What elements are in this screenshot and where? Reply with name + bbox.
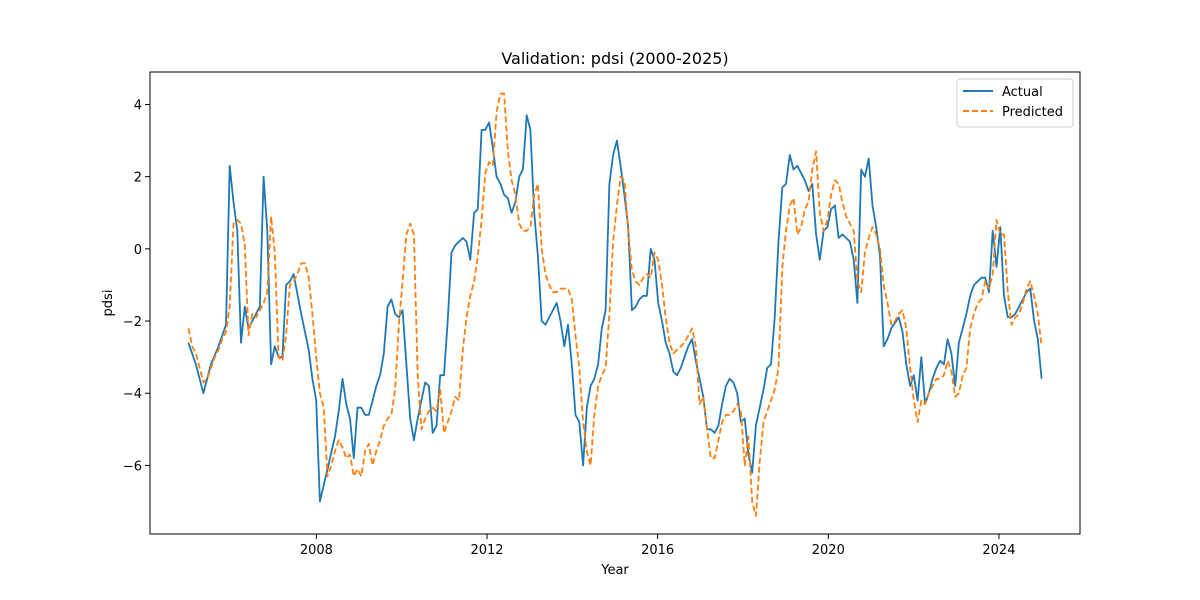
x-axis-label: Year [600,563,629,578]
x-tick-label-2024: 2024 [982,543,1015,558]
plot-frame [149,71,1081,535]
y-tick-label--4: −4 [123,387,142,402]
series-line-predicted [187,92,1043,517]
x-axis: 2008 2012 2016 2020 2024 [300,534,1015,558]
y-tick-label-0: 0 [134,243,142,258]
plot-area [187,92,1043,517]
legend: Actual Predicted [956,78,1074,128]
legend-label-predicted: Predicted [1002,105,1063,120]
y-tick-label--2: −2 [123,315,142,330]
x-tick-label-2020: 2020 [812,543,845,558]
series-line-actual [187,114,1043,503]
y-axis-label: pdsi [101,290,116,317]
x-tick-label-2012: 2012 [470,543,503,558]
y-axis: 4 2 0 −2 −4 −6 [123,98,150,474]
y-tick-label--6: −6 [123,459,142,474]
legend-label-actual: Actual [1002,85,1043,100]
y-tick-label-2: 2 [134,171,142,186]
y-tick-label-4: 4 [134,98,142,113]
x-tick-label-2016: 2016 [641,543,674,558]
x-tick-label-2008: 2008 [300,543,333,558]
chart-title: Validation: pdsi (2000-2025) [501,49,728,68]
